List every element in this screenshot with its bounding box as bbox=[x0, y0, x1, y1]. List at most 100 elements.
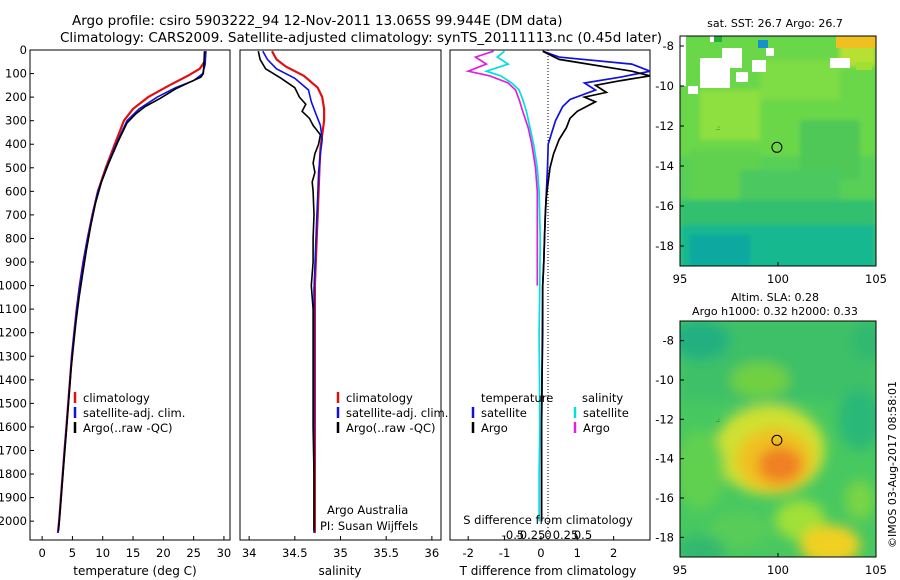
salinity-xlabel: salinity bbox=[318, 564, 361, 578]
longitude-tick-label: 100 bbox=[767, 272, 789, 286]
salinity-tick-label: 34 bbox=[242, 546, 257, 560]
difference-profile-panel: -2 -1 0 1 2 -0.5-0.250 0.250.5 S difference f… bbox=[449, 49, 651, 578]
t-difference-tick-label: -2 bbox=[462, 546, 473, 560]
sla-title-line1: Altim. SLA: 0.28 bbox=[731, 291, 819, 304]
salinity-tick-label: 35.5 bbox=[373, 546, 399, 560]
salinity-series-line bbox=[262, 50, 324, 533]
latitude-tick-label: -18 bbox=[655, 239, 674, 253]
depth-tick-label: 200 bbox=[5, 90, 27, 104]
difference-series-line bbox=[540, 50, 650, 522]
depth-tick-label: 1300 bbox=[0, 349, 27, 363]
s-difference-tick-label: 0.5 bbox=[574, 528, 592, 542]
depth-tick-label: 1500 bbox=[0, 396, 27, 410]
salinity-series-line bbox=[271, 50, 326, 533]
t-difference-tick-label: -1 bbox=[499, 546, 510, 560]
s-difference-tick-label: -0.5 bbox=[502, 528, 524, 542]
argo-position-marker bbox=[771, 141, 783, 153]
depth-tick-label: 700 bbox=[5, 208, 27, 222]
longitude-tick-label: 105 bbox=[865, 272, 887, 286]
latitude-tick-label: -8 bbox=[663, 39, 674, 53]
latitude-tick-label: -14 bbox=[655, 452, 674, 466]
legend-label: climatology bbox=[83, 391, 150, 405]
t-difference-tick-label: 1 bbox=[574, 546, 581, 560]
depth-tick-label: 1000 bbox=[0, 279, 27, 293]
legend-label: satellite bbox=[481, 406, 527, 420]
depth-tick-label: 800 bbox=[5, 231, 27, 245]
figure-title-line2: Climatology: CARS2009. Satellite-adjuste… bbox=[60, 30, 663, 46]
depth-tick-label: 500 bbox=[5, 161, 27, 175]
temperature-xlabel: temperature (deg C) bbox=[73, 564, 196, 578]
salinity-profile-panel: 34 34.5 35 35.5 36 salinity climatologysatel… bbox=[239, 49, 448, 578]
t-difference-xlabel: T difference from climatology bbox=[459, 564, 637, 578]
imos-watermark: ©IMOS 03-Aug-2017 08:58:01 bbox=[886, 381, 899, 548]
salinity-tick-label: 35 bbox=[333, 546, 348, 560]
island-marker: .: bbox=[716, 125, 720, 132]
temperature-tick-label: 10 bbox=[95, 546, 110, 560]
t-difference-tick-label: 2 bbox=[610, 546, 617, 560]
sla-title-line2: Argo h1000: 0.32 h2000: 0.33 bbox=[692, 305, 858, 318]
latitude-tick-label: -14 bbox=[655, 159, 674, 173]
latitude-tick-label: -10 bbox=[655, 373, 674, 387]
island-marker-2: .: bbox=[716, 417, 720, 424]
legend-label: Argo(..raw -QC) bbox=[346, 421, 436, 435]
temperature-profile-panel: 0100200300400500600700800900100011001200… bbox=[0, 43, 231, 578]
depth-tick-label: 400 bbox=[5, 137, 27, 151]
legend-label: Argo(..raw -QC) bbox=[83, 421, 173, 435]
salinity-tick-label: 36 bbox=[425, 546, 440, 560]
legend-label: Argo bbox=[583, 421, 610, 435]
depth-tick-label: 0 bbox=[20, 43, 27, 57]
depth-tick-label: 300 bbox=[5, 114, 27, 128]
legend-label: satellite-adj. clim. bbox=[83, 406, 185, 420]
latitude-tick-label: -10 bbox=[655, 79, 674, 93]
latitude-tick-label: -12 bbox=[655, 119, 674, 133]
depth-tick-label: 1400 bbox=[0, 373, 27, 387]
depth-tick-label: 1600 bbox=[0, 420, 27, 434]
depth-tick-label: 900 bbox=[5, 255, 27, 269]
depth-tick-label: 600 bbox=[5, 184, 27, 198]
legend-label: satellite-adj. clim. bbox=[346, 406, 448, 420]
difference-series-line bbox=[483, 50, 542, 522]
s-difference-xlabel: S difference from climatology bbox=[463, 513, 633, 527]
temperature-tick-label: 15 bbox=[126, 546, 141, 560]
difference-series-line bbox=[465, 50, 539, 286]
longitude-tick-label: 105 bbox=[865, 563, 887, 577]
depth-tick-label: 1200 bbox=[0, 326, 27, 340]
depth-tick-label: 100 bbox=[5, 67, 27, 81]
s-difference-tick-label: 0.25 bbox=[553, 528, 579, 542]
temperature-tick-label: 30 bbox=[217, 546, 232, 560]
sst-heatmap bbox=[680, 36, 876, 266]
temperature-tick-label: 0 bbox=[38, 546, 45, 560]
temperature-tick-label: 25 bbox=[186, 546, 201, 560]
sla-map-panel: Altim. SLA: 0.28 Argo h1000: 0.32 h2000:… bbox=[655, 291, 887, 577]
depth-tick-label: 1100 bbox=[0, 302, 27, 316]
t-difference-tick-label: 0 bbox=[537, 546, 544, 560]
longitude-tick-label: 95 bbox=[673, 272, 688, 286]
legend-label: satellite bbox=[583, 406, 629, 420]
depth-tick-label: 1800 bbox=[0, 467, 27, 481]
legend-label: climatology bbox=[346, 391, 413, 405]
latitude-tick-label: -12 bbox=[655, 412, 674, 426]
depth-tick-label: 1900 bbox=[0, 491, 27, 505]
argo-position-marker bbox=[771, 434, 783, 446]
salinity-series-line bbox=[257, 51, 322, 531]
temperature-tick-label: 5 bbox=[69, 546, 76, 560]
legend-title-temperature: temperature bbox=[481, 391, 553, 405]
s-difference-tick-label: -0.25 bbox=[516, 528, 546, 542]
latitude-tick-label: -18 bbox=[655, 530, 674, 544]
salinity-axes-frame bbox=[239, 49, 442, 541]
s-difference-tick-label: 0 bbox=[544, 528, 551, 542]
difference-series-line bbox=[540, 50, 650, 522]
latitude-tick-label: -8 bbox=[663, 334, 674, 348]
temperature-axes-frame bbox=[29, 49, 231, 541]
latitude-tick-label: -16 bbox=[655, 491, 674, 505]
longitude-tick-label: 95 bbox=[673, 563, 688, 577]
legend-title-salinity: salinity bbox=[582, 391, 623, 405]
sla-heatmap bbox=[680, 321, 876, 557]
depth-tick-label: 2000 bbox=[0, 514, 27, 528]
legend-label: Argo bbox=[481, 421, 508, 435]
difference-legend: temperature salinitysatelliteArgosatellit… bbox=[471, 391, 629, 435]
temperature-tick-label: 20 bbox=[156, 546, 171, 560]
